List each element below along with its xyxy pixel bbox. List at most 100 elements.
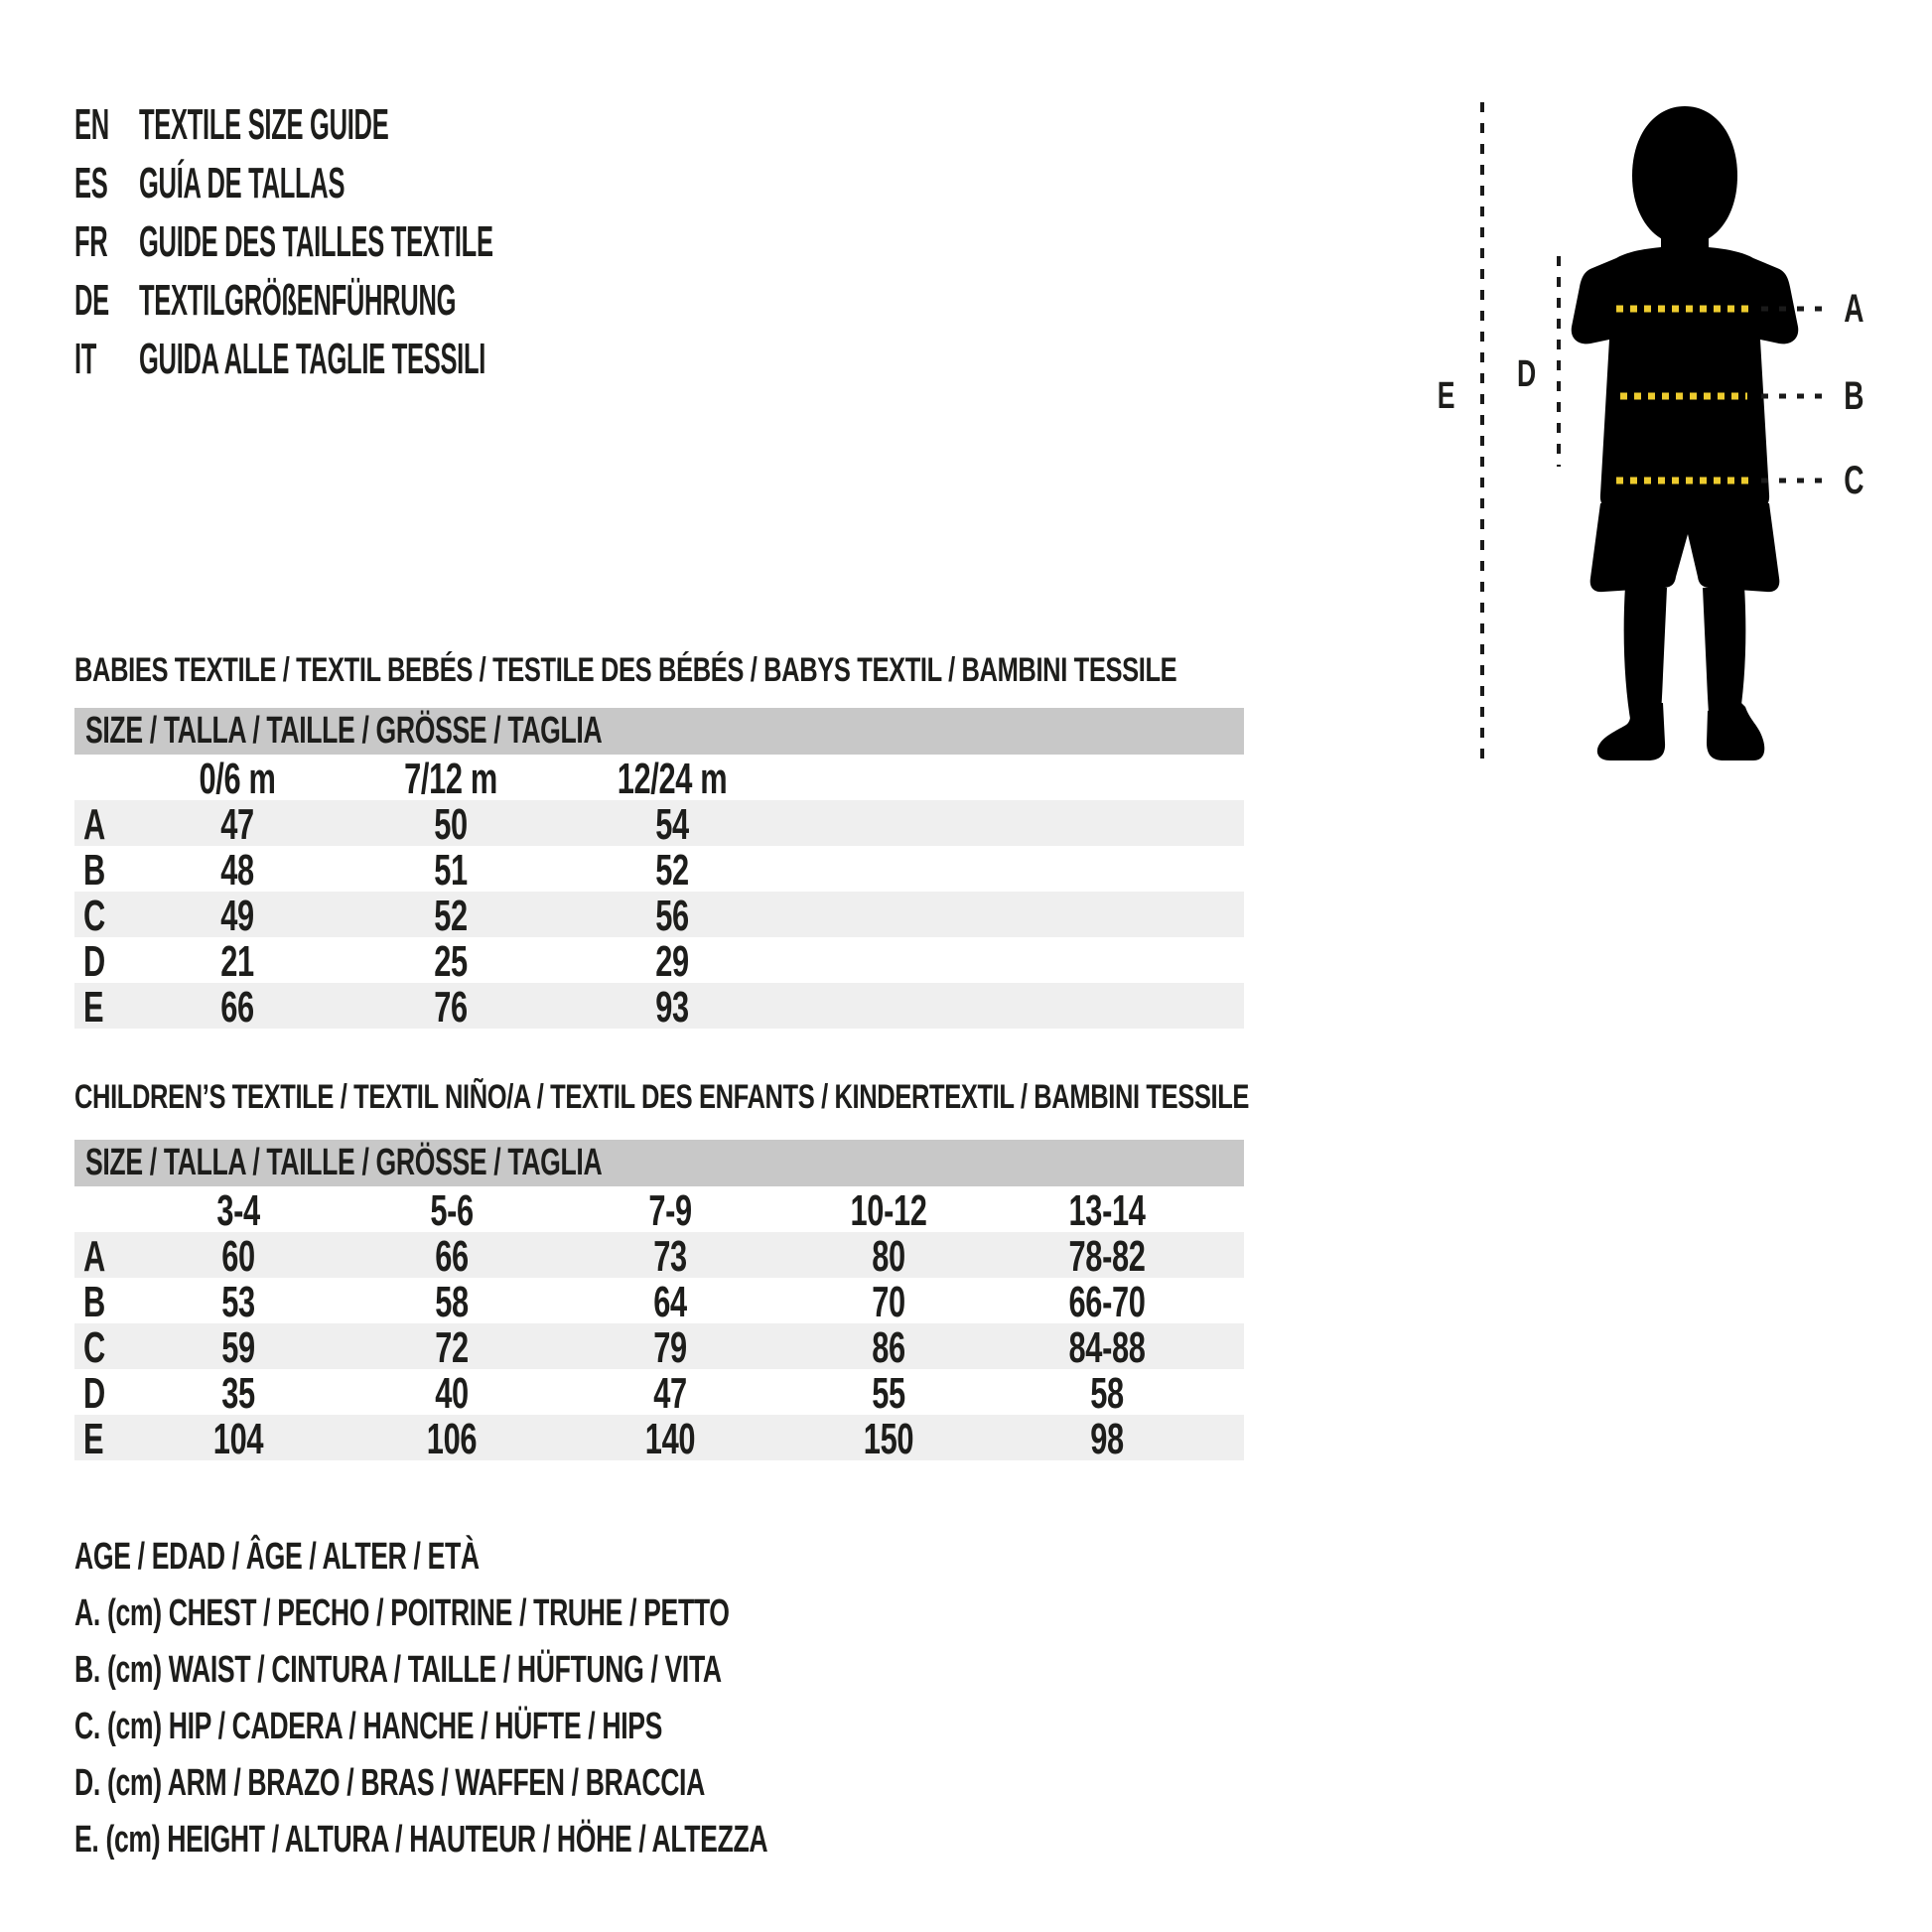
table-cell: 76 bbox=[434, 983, 468, 1032]
table-cell: 66 bbox=[220, 983, 254, 1032]
table-header-row: 3-4 5-6 7-9 10-12 13-14 bbox=[74, 1186, 1244, 1235]
language-title-list: EN TEXTILE SIZE GUIDE ES GUÍA DE TALLAS … bbox=[74, 95, 750, 388]
measurement-figure: A B C D E bbox=[1420, 79, 1932, 804]
marker-label-b: B bbox=[1844, 374, 1863, 418]
table-row: D 21 25 29 bbox=[74, 937, 1244, 986]
table-row: B 53 58 64 70 66-70 bbox=[74, 1278, 1244, 1326]
table-cell: 80 bbox=[872, 1232, 905, 1281]
row-label: B bbox=[83, 1278, 105, 1326]
table-cell: 35 bbox=[221, 1369, 255, 1418]
legend-line-hip: C. (cm) HIP / CADERA / HANCHE / HÜFTE / … bbox=[74, 1706, 663, 1747]
babies-section-heading: BABIES TEXTILE / TEXTIL BEBÉS / TESTILE … bbox=[74, 651, 1177, 689]
column-header: 0/6 m bbox=[199, 755, 276, 803]
column-header: 7/12 m bbox=[404, 755, 497, 803]
table-cell: 58 bbox=[1090, 1369, 1124, 1418]
column-header: 10-12 bbox=[850, 1186, 927, 1235]
language-row-de: DE TEXTILGRÖßENFÜHRUNG bbox=[74, 271, 750, 330]
column-header: 13-14 bbox=[1068, 1186, 1146, 1235]
table-cell: 106 bbox=[426, 1415, 478, 1463]
table-row: A 47 50 54 bbox=[74, 800, 1244, 849]
table-cell: 66-70 bbox=[1068, 1278, 1146, 1326]
table-row: E 66 76 93 bbox=[74, 983, 1244, 1032]
table-cell: 52 bbox=[434, 892, 468, 940]
table-cell: 104 bbox=[212, 1415, 264, 1463]
guide-title: GUIDE DES TAILLES TEXTILE bbox=[139, 216, 493, 266]
legend-line-height: E. (cm) HEIGHT / ALTURA / HAUTEUR / HÖHE… bbox=[74, 1819, 768, 1861]
table-cell: 29 bbox=[655, 937, 689, 986]
legend-line-chest: A. (cm) CHEST / PECHO / POITRINE / TRUHE… bbox=[74, 1592, 730, 1634]
guide-title: TEXTILE SIZE GUIDE bbox=[139, 99, 389, 149]
size-header-bar: SIZE / TALLA / TAILLE / GRÖSSE / TAGLIA bbox=[74, 708, 1244, 755]
row-label: A bbox=[83, 800, 105, 849]
column-header: 7-9 bbox=[648, 1186, 692, 1235]
row-label: E bbox=[83, 1415, 104, 1463]
row-label: D bbox=[83, 1369, 105, 1418]
row-label: C bbox=[83, 1323, 105, 1372]
child-silhouette-graphic bbox=[1480, 102, 1827, 764]
table-cell: 47 bbox=[220, 800, 254, 849]
column-header: 12/24 m bbox=[617, 755, 728, 803]
language-code: ES bbox=[74, 158, 108, 207]
table-row: C 49 52 56 bbox=[74, 892, 1244, 940]
children-section-heading: CHILDREN’S TEXTILE / TEXTIL NIÑO/A / TEX… bbox=[74, 1078, 1250, 1116]
table-cell: 66 bbox=[435, 1232, 469, 1281]
table-cell: 21 bbox=[220, 937, 254, 986]
babies-size-table: SIZE / TALLA / TAILLE / GRÖSSE / TAGLIA … bbox=[74, 708, 1244, 1032]
row-label: A bbox=[83, 1232, 105, 1281]
table-row: E 104 106 140 150 98 bbox=[74, 1415, 1244, 1463]
table-cell: 72 bbox=[435, 1323, 469, 1372]
table-cell: 51 bbox=[434, 846, 468, 895]
row-label: E bbox=[83, 983, 104, 1032]
table-cell: 64 bbox=[653, 1278, 687, 1326]
row-label: B bbox=[83, 846, 105, 895]
language-code: EN bbox=[74, 99, 109, 149]
table-cell: 48 bbox=[220, 846, 254, 895]
table-cell: 52 bbox=[655, 846, 689, 895]
guide-title: TEXTILGRÖßENFÜHRUNG bbox=[139, 275, 457, 325]
table-cell: 150 bbox=[863, 1415, 914, 1463]
guide-title: GUIDA ALLE TAGLIE TESSILI bbox=[139, 334, 486, 383]
table-cell: 79 bbox=[653, 1323, 687, 1372]
table-cell: 54 bbox=[655, 800, 689, 849]
column-header: 5-6 bbox=[430, 1186, 474, 1235]
table-cell: 84-88 bbox=[1068, 1323, 1146, 1372]
column-header: 3-4 bbox=[216, 1186, 260, 1235]
table-row: D 35 40 47 55 58 bbox=[74, 1369, 1244, 1418]
language-row-fr: FR GUIDE DES TAILLES TEXTILE bbox=[74, 212, 750, 271]
table-cell: 60 bbox=[221, 1232, 255, 1281]
language-row-it: IT GUIDA ALLE TAGLIE TESSILI bbox=[74, 330, 750, 388]
row-label: D bbox=[83, 937, 105, 986]
table-cell: 55 bbox=[872, 1369, 905, 1418]
table-cell: 47 bbox=[653, 1369, 687, 1418]
table-cell: 78-82 bbox=[1068, 1232, 1146, 1281]
language-row-es: ES GUÍA DE TALLAS bbox=[74, 154, 750, 212]
table-cell: 93 bbox=[655, 983, 689, 1032]
table-cell: 53 bbox=[221, 1278, 255, 1326]
language-code: IT bbox=[74, 334, 97, 383]
legend-line-age: AGE / EDAD / ÂGE / ALTER / ETÀ bbox=[74, 1536, 480, 1578]
table-header-row: 0/6 m 7/12 m 12/24 m bbox=[74, 755, 1244, 803]
size-header-bar: SIZE / TALLA / TAILLE / GRÖSSE / TAGLIA bbox=[74, 1140, 1244, 1186]
legend-line-waist: B. (cm) WAIST / CINTURA / TAILLE / HÜFTU… bbox=[74, 1649, 722, 1691]
language-row-en: EN TEXTILE SIZE GUIDE bbox=[74, 95, 750, 154]
table-cell: 86 bbox=[872, 1323, 905, 1372]
table-cell: 59 bbox=[221, 1323, 255, 1372]
row-label: C bbox=[83, 892, 105, 940]
table-cell: 25 bbox=[434, 937, 468, 986]
table-cell: 56 bbox=[655, 892, 689, 940]
table-row: A 60 66 73 80 78-82 bbox=[74, 1232, 1244, 1281]
table-cell: 98 bbox=[1090, 1415, 1124, 1463]
language-code: FR bbox=[74, 216, 108, 266]
legend-line-arm: D. (cm) ARM / BRAZO / BRAS / WAFFEN / BR… bbox=[74, 1762, 705, 1804]
table-cell: 70 bbox=[872, 1278, 905, 1326]
marker-label-c: C bbox=[1844, 459, 1863, 502]
measurement-legend: AGE / EDAD / ÂGE / ALTER / ETÀ A. (cm) C… bbox=[74, 1529, 1064, 1868]
table-cell: 40 bbox=[435, 1369, 469, 1418]
table-cell: 58 bbox=[435, 1278, 469, 1326]
table-row: B 48 51 52 bbox=[74, 846, 1244, 895]
marker-label-a: A bbox=[1844, 287, 1863, 331]
table-row: C 59 72 79 86 84-88 bbox=[74, 1323, 1244, 1372]
child-silhouette bbox=[1571, 106, 1799, 760]
marker-label-e: E bbox=[1437, 375, 1454, 417]
